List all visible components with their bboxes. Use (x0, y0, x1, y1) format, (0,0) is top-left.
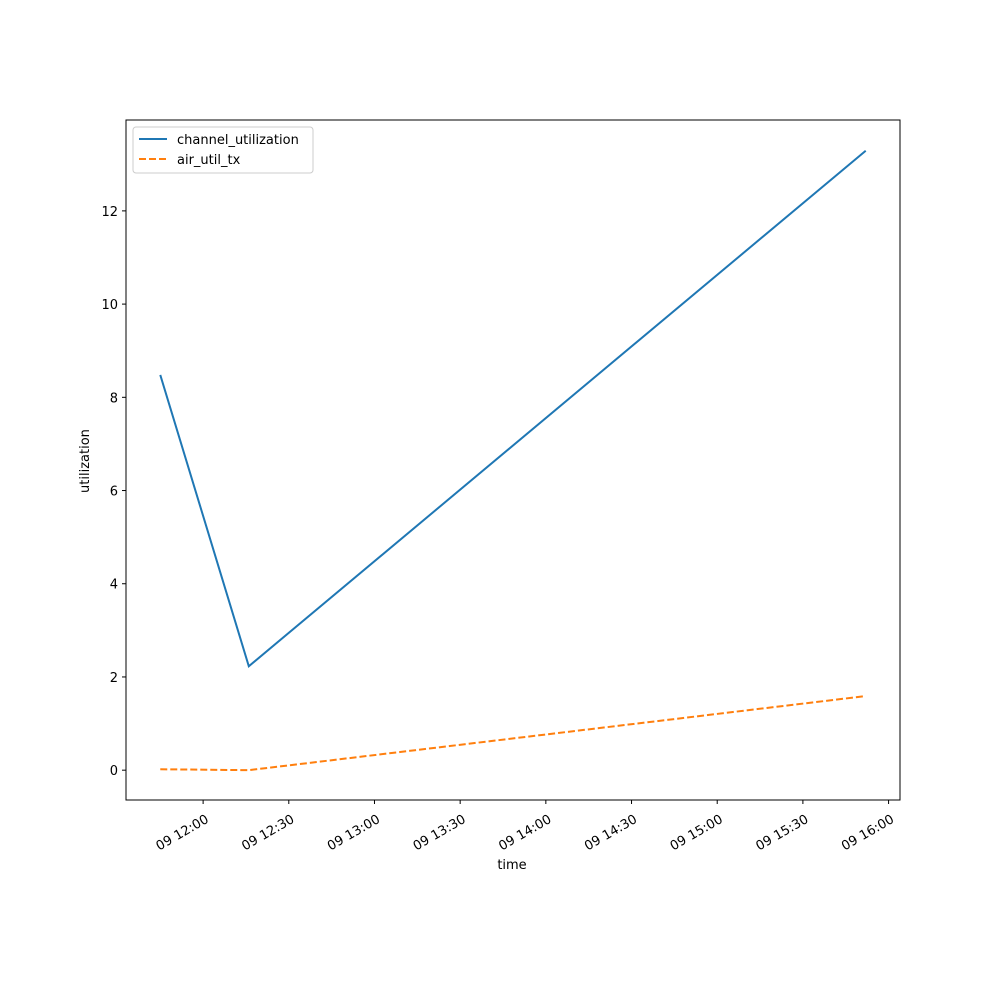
y-tick-label: 12 (101, 205, 118, 220)
legend-label: channel_utilization (177, 133, 299, 148)
y-tick-label: 4 (110, 578, 118, 593)
x-tick-label: 09 14:00 (496, 812, 554, 854)
x-tick-label: 09 15:30 (753, 812, 811, 854)
y-tick-label: 0 (110, 764, 118, 779)
series-line (159, 149, 867, 668)
x-tick-label: 09 15:00 (668, 812, 726, 854)
y-axis-label: utilization (78, 429, 93, 493)
y-tick-label: 10 (101, 298, 118, 313)
x-axis-label: time (497, 858, 526, 873)
x-tick-label: 09 12:30 (239, 812, 297, 854)
legend-label: air_util_tx (177, 153, 241, 168)
plot-area (125, 119, 901, 801)
legend-box (132, 126, 314, 174)
x-tick-label: 09 16:00 (839, 812, 897, 854)
y-tick-label: 6 (110, 485, 118, 500)
y-tick-label: 2 (110, 671, 118, 686)
series-line (160, 695, 866, 772)
x-tick-label: 09 12:00 (154, 812, 212, 854)
y-tick-label: 8 (110, 391, 118, 406)
x-tick-label: 09 13:30 (411, 812, 469, 854)
x-tick-label: 09 13:00 (325, 812, 383, 854)
x-tick-label: 09 14:30 (582, 812, 640, 854)
